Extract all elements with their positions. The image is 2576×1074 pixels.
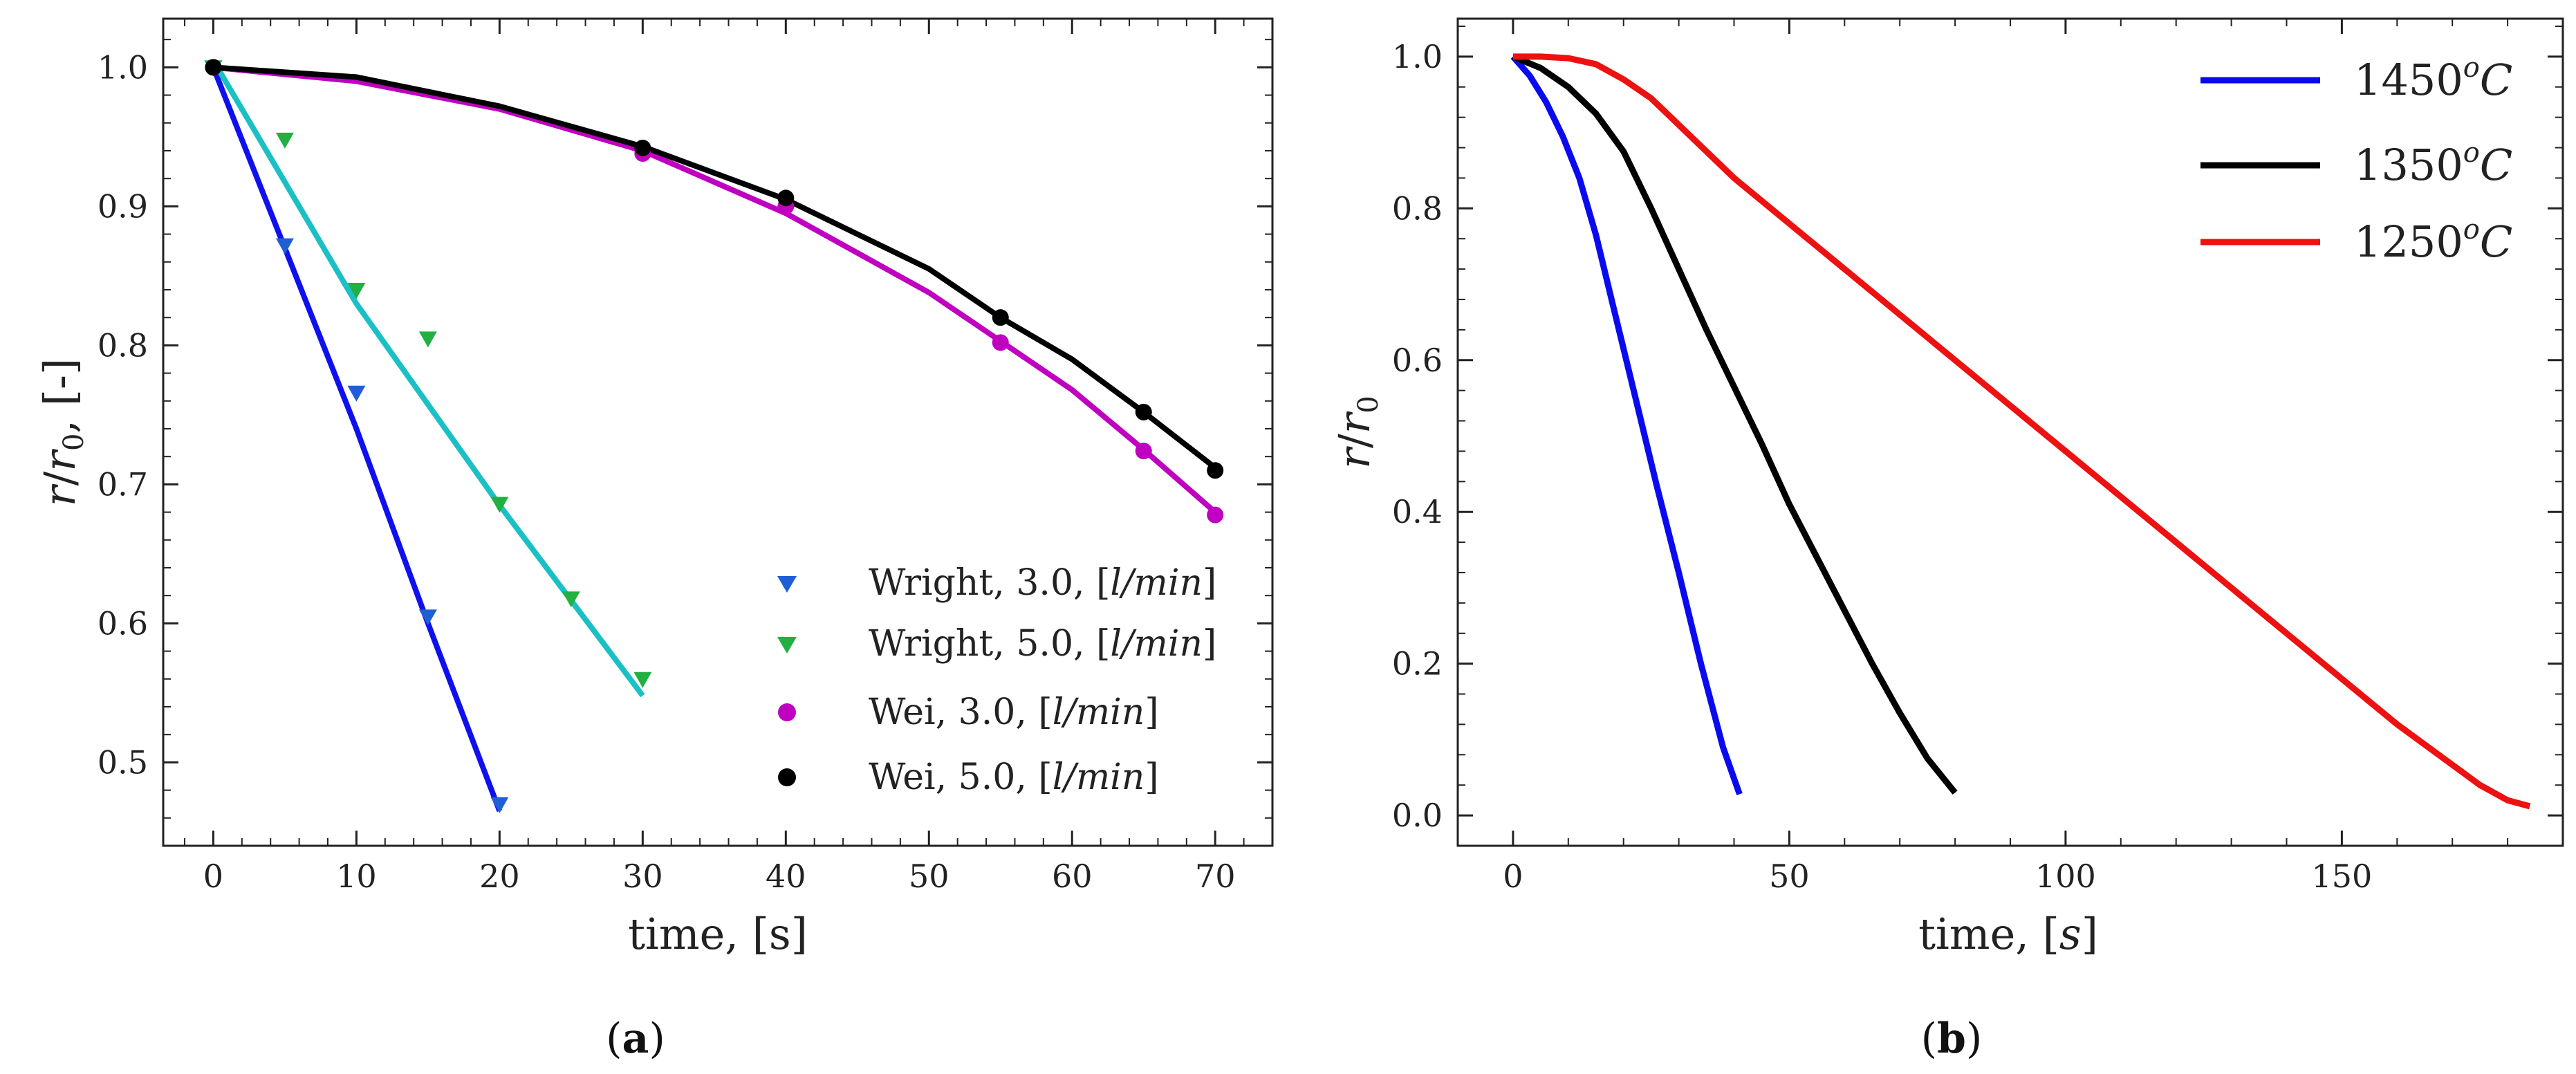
fit-line-3 <box>213 64 1217 470</box>
plot-a-ytick-label: 0.5 <box>98 743 148 781</box>
plot-a-ticks: 0 10 20 30 40 50 60 70 0.5 0.6 0.7 0.8 0.9 1.0 <box>98 19 1273 895</box>
legend-label-wei-5: Wei, 5.0, [l/min] <box>869 757 1159 798</box>
plot-a-ytick-label: 0.6 <box>98 604 148 642</box>
series-line-1 <box>1512 53 1958 795</box>
plot-a-xtick-label: 40 <box>766 858 806 895</box>
plot-b-xtick-label: 100 <box>2035 858 2096 895</box>
marker-series-2 <box>992 334 1009 351</box>
legend-label-1250: 1250oC <box>2354 214 2512 267</box>
plot-a-xlabel: time, [s] <box>628 909 808 959</box>
plot-a-xtick-label: 10 <box>336 858 377 895</box>
marker-series-3 <box>1207 462 1224 479</box>
plot-a-frame <box>162 17 1274 847</box>
legend-marker-wei-3 <box>778 703 796 721</box>
plot-a-xtick-label: 30 <box>622 858 663 895</box>
plot-a-ytick-label: 0.8 <box>98 326 148 364</box>
marker-series-0 <box>347 385 366 402</box>
plot-a-ylabel-tail: , [-] <box>35 358 85 434</box>
plot-a-ylabel-base: r <box>35 483 85 506</box>
plot-a-ytick-label: 1.0 <box>98 48 148 86</box>
plot-b-ytick-label: 0.0 <box>1392 797 1443 834</box>
plot-a-ylabel-sub: 0 <box>58 434 90 451</box>
legend-label-wright-5: Wright, 5.0, [l/min] <box>869 623 1216 665</box>
plot-b-xlabel: time, [s] <box>1918 909 2098 959</box>
marker-series-1 <box>418 331 437 348</box>
plot-a-legend: Wright, 3.0, [l/min] Wright, 5.0, [l/min… <box>777 562 1216 798</box>
plot-a-xtick-label: 0 <box>203 858 223 895</box>
plot-a-xtick-label: 50 <box>909 858 949 895</box>
plot-b-xtick-label: 150 <box>2311 858 2372 895</box>
legend-label-wei-3: Wei, 3.0, [l/min] <box>869 692 1159 733</box>
plot-b-xtick-label: 0 <box>1503 858 1523 895</box>
plot-a-markers <box>204 59 1224 813</box>
marker-series-3 <box>634 139 651 156</box>
plot-a-ytick-label: 0.9 <box>98 187 148 225</box>
marker-series-0 <box>418 609 437 626</box>
legend-marker-wright-5 <box>777 637 797 654</box>
fit-line-2 <box>213 64 1217 515</box>
plot-a-xtick-label: 60 <box>1052 858 1093 895</box>
legend-label-1350: 1350oC <box>2354 137 2512 190</box>
plot-b-ytick-label: 0.4 <box>1392 493 1443 530</box>
marker-series-1 <box>633 672 652 688</box>
legend-marker-wright-3 <box>777 576 797 593</box>
plot-a-ylabel-base2: r <box>35 449 85 472</box>
fit-line-1 <box>210 59 645 698</box>
marker-series-3 <box>205 59 222 76</box>
plot-a-ylabel: r/r0, [-] <box>35 358 90 506</box>
plot-b-xtick-label: 50 <box>1769 858 1810 895</box>
marker-series-0 <box>275 238 294 254</box>
legend-marker-wei-5 <box>778 768 796 786</box>
marker-series-0 <box>490 797 509 813</box>
plot-b-ytick-label: 0.2 <box>1392 645 1443 683</box>
plot-b-lines <box>1510 53 2531 810</box>
legend-label-1450: 1450oC <box>2354 52 2512 105</box>
plot-b-legend: 1450oC 1350oC 1250oC <box>2200 52 2512 267</box>
panel-b: 0 50 100 150 0.0 0.2 0.4 0.6 0.8 1.0 time, [s] r/… <box>1329 17 2564 1063</box>
marker-series-3 <box>992 309 1009 326</box>
marker-series-1 <box>490 497 509 513</box>
plot-b-ylabel: r/r0 <box>1329 396 1384 469</box>
plot-a-ytick-label: 0.7 <box>98 465 148 503</box>
series-line-0 <box>1510 54 1743 795</box>
marker-series-3 <box>1135 403 1152 420</box>
legend-label-wright-3: Wright, 3.0, [l/min] <box>869 562 1216 604</box>
plot-b-ticks: 0 50 100 150 0.0 0.2 0.4 0.6 0.8 1.0 <box>1392 19 2564 895</box>
panel-a: 0 10 20 30 40 50 60 70 0.5 0.6 0.7 0.8 0.9 1.0 time, … <box>35 17 1274 1063</box>
caption-b: (b) <box>1921 1015 1983 1063</box>
plot-a-xtick-label: 20 <box>479 858 520 895</box>
marker-series-2 <box>1207 506 1224 524</box>
marker-series-3 <box>777 189 795 207</box>
plot-b-ytick-label: 0.6 <box>1392 342 1443 379</box>
plot-b-ytick-label: 0.8 <box>1392 189 1443 227</box>
marker-series-2 <box>1135 443 1152 460</box>
caption-a: (a) <box>606 1015 665 1063</box>
plot-b-ytick-label: 1.0 <box>1392 38 1443 75</box>
marker-series-1 <box>347 282 366 299</box>
series-line-2 <box>1512 53 2531 810</box>
plot-a-xtick-label: 70 <box>1195 858 1236 895</box>
marker-series-1 <box>562 591 580 608</box>
fit-line-0 <box>210 66 503 813</box>
marker-series-1 <box>275 132 294 149</box>
